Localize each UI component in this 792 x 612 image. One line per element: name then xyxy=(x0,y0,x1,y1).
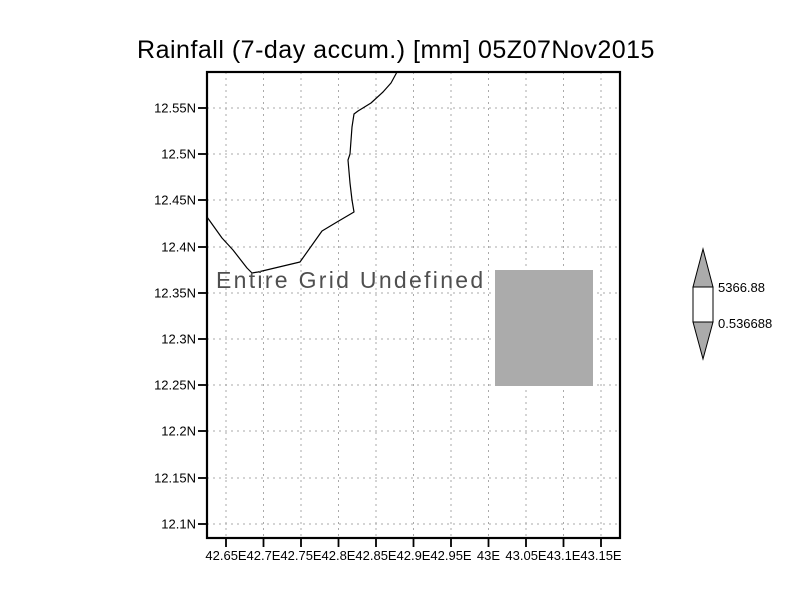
x-tick-label: 42.85E xyxy=(355,548,397,563)
colorbar-mid-cell xyxy=(692,286,714,323)
y-tick-label: 12.1N xyxy=(161,517,196,532)
undefined-region-shade xyxy=(495,270,593,386)
undefined-grid-annotation: Entire Grid Undefined xyxy=(216,267,485,293)
y-tick-label: 12.25N xyxy=(154,378,196,393)
colorbar: 5366.88 0.536688 xyxy=(692,247,772,361)
y-tick-label: 12.15N xyxy=(154,471,196,486)
x-tick-label: 42.75E xyxy=(280,548,322,563)
plot-title: Rainfall (7-day accum.) [mm] 05Z07Nov201… xyxy=(137,36,655,64)
x-tick-label: 42.95E xyxy=(430,548,472,563)
x-tick-label: 43.15E xyxy=(580,548,622,563)
colorbar-lower-arrow xyxy=(692,321,714,361)
x-tick-label: 42.9E xyxy=(397,548,431,563)
x-tick-label: 43E xyxy=(477,548,500,563)
y-tick-label: 12.4N xyxy=(161,240,196,255)
colorbar-max-label: 5366.88 xyxy=(718,280,765,295)
colorbar-upper-arrow xyxy=(692,247,714,288)
y-tick-label: 12.55N xyxy=(154,101,196,116)
x-tick-label: 43.05E xyxy=(505,548,547,563)
colorbar-min-label: 0.536688 xyxy=(718,316,772,331)
y-tick-label: 12.2N xyxy=(161,424,196,439)
coastline xyxy=(206,71,398,274)
x-tick-label: 42.7E xyxy=(247,548,281,563)
x-tick-label: 43.1E xyxy=(547,548,581,563)
y-axis-ticks xyxy=(198,107,206,525)
x-axis-labels: 42.65E 42.7E 42.75E 42.8E 42.85E 42.9E 4… xyxy=(205,548,622,563)
y-tick-label: 12.3N xyxy=(161,332,196,347)
y-axis-labels: 12.55N 12.5N 12.45N 12.4N 12.35N 12.3N 1… xyxy=(154,101,196,532)
plot-border xyxy=(205,70,622,540)
y-tick-label: 12.35N xyxy=(154,286,196,301)
y-tick-label: 12.5N xyxy=(161,147,196,162)
x-tick-label: 42.65E xyxy=(205,548,247,563)
y-tick-label: 12.45N xyxy=(154,193,196,208)
x-axis-ticks xyxy=(225,539,602,547)
x-tick-label: 42.8E xyxy=(322,548,356,563)
